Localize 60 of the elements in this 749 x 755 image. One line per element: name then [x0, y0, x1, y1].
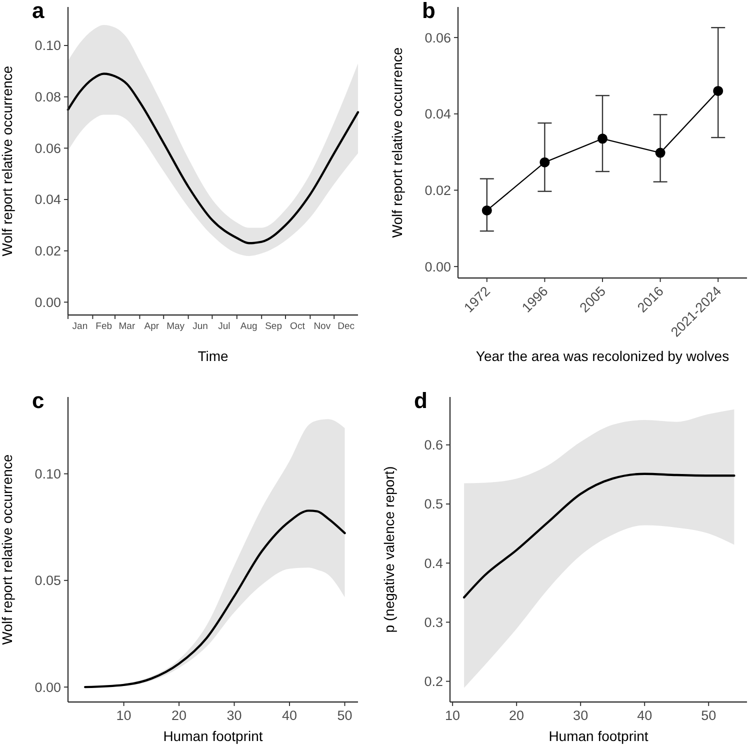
x-tick-label: Oct: [290, 321, 306, 332]
point: [540, 157, 550, 168]
y-tick-label: 0.10: [34, 38, 61, 54]
y-tick-label: 0.08: [34, 90, 61, 105]
y-tick-label: 0.02: [34, 244, 61, 259]
x-tick-label: Jul: [218, 321, 230, 332]
x-axis-title: Human footprint: [548, 728, 648, 744]
y-tick-label: 0.06: [424, 30, 451, 46]
y-tick-label: 0.10: [34, 466, 61, 482]
y-tick-label: 0.04: [34, 192, 62, 208]
x-tick-label: 40: [637, 708, 652, 723]
x-tick-label: Apr: [144, 321, 160, 332]
point: [713, 86, 724, 96]
x-tick-label: 20: [509, 708, 524, 723]
line-series: [84, 510, 346, 688]
y-tick-label: 0.04: [424, 106, 452, 122]
chart-title: d: [414, 388, 428, 413]
x-tick-label: 50: [337, 708, 352, 723]
y-tick-label: 0.4: [424, 556, 444, 571]
chart-title: b: [422, 0, 436, 23]
y-tick-label: 0.02: [424, 182, 451, 198]
point: [482, 205, 492, 216]
x-tick-label: 10: [445, 708, 460, 723]
x-axis-title: Year the area was recolonized by wolves: [476, 348, 730, 364]
x-tick-label: Dec: [338, 321, 355, 332]
y-tick-label: 0.5: [424, 496, 443, 512]
x-tick-label: Jan: [72, 321, 88, 332]
y-axis-title: Wolf report relative occurrence: [0, 66, 15, 256]
x-tick-label: 20: [172, 708, 187, 723]
x-tick-label: 40: [282, 708, 298, 723]
x-tick-label: Jun: [192, 321, 208, 332]
y-tick-label: 0.6: [424, 438, 443, 453]
y-axis-title: Wolf report relative occurrence: [0, 454, 15, 645]
x-tick-label: Aug: [240, 321, 258, 332]
y-tick-label: 0.00: [34, 680, 61, 695]
x-tick-label: 30: [573, 708, 588, 723]
y-tick-label: 0.00: [34, 294, 61, 310]
y-tick-label: 0.00: [424, 259, 451, 274]
x-tick-label: 50: [701, 708, 716, 723]
point: [655, 148, 666, 158]
x-tick-label: Feb: [96, 321, 112, 332]
y-tick-label: 0.05: [34, 573, 61, 588]
line-series: [462, 472, 736, 598]
chart-title: a: [32, 0, 45, 23]
x-axis-title: Time: [198, 348, 229, 364]
x-tick-label: 10: [116, 708, 132, 723]
y-tick-label: 0.06: [34, 140, 61, 156]
y-axis-title: Wolf report relative occurrence: [389, 47, 405, 238]
chart-title: c: [32, 388, 44, 413]
line-series: [66, 72, 360, 244]
x-tick-label: Mar: [118, 321, 136, 332]
x-tick-label: May: [166, 321, 185, 332]
point: [598, 134, 608, 144]
x-tick-label: Sep: [265, 321, 282, 332]
x-tick-label: Nov: [314, 321, 331, 332]
y-tick-label: 0.2: [424, 674, 443, 690]
y-tick-label: 0.3: [424, 614, 443, 630]
x-tick-label: 30: [226, 708, 242, 723]
x-axis-title: Human footprint: [163, 728, 263, 744]
y-axis-title: p (negative valence report): [381, 466, 397, 633]
